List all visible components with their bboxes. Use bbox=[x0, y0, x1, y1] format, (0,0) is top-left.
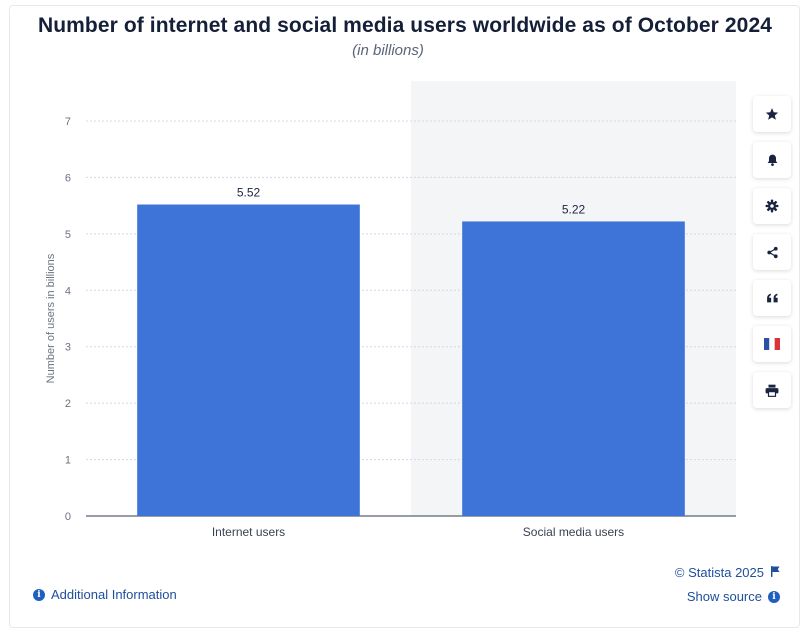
y-tick-label: 4 bbox=[65, 285, 71, 297]
y-tick-label: 0 bbox=[65, 511, 71, 523]
additional-information-link[interactable]: i Additional Information bbox=[33, 587, 177, 602]
bar-value-label: 5.52 bbox=[237, 186, 261, 200]
favorite-button[interactable] bbox=[753, 96, 791, 132]
additional-information-label: Additional Information bbox=[51, 587, 177, 602]
y-axis-title: Number of users in billions bbox=[45, 253, 57, 383]
notification-button[interactable] bbox=[753, 142, 791, 178]
chart-subtitle: (in billions) bbox=[352, 42, 424, 59]
report-flag-icon[interactable] bbox=[771, 565, 780, 580]
y-tick-label: 6 bbox=[65, 172, 71, 184]
print-button[interactable] bbox=[753, 372, 791, 408]
y-tick-label: 3 bbox=[65, 342, 71, 354]
y-tick-label: 7 bbox=[65, 116, 71, 128]
share-icon bbox=[766, 246, 778, 258]
x-category-label: Internet users bbox=[212, 525, 285, 539]
share-button[interactable] bbox=[753, 234, 791, 270]
cite-quote-icon bbox=[766, 293, 778, 303]
language-button[interactable] bbox=[753, 326, 791, 362]
show-source-label: Show source bbox=[686, 589, 762, 604]
y-tick-label: 1 bbox=[65, 455, 71, 467]
bar bbox=[462, 221, 685, 516]
y-tick-label: 2 bbox=[65, 398, 71, 410]
show-source-link[interactable]: Show source i bbox=[687, 589, 780, 604]
copyright-text: © Statista 2025 bbox=[674, 565, 764, 580]
print-icon bbox=[765, 384, 779, 397]
bar-value-label: 5.22 bbox=[562, 202, 586, 216]
info-icon: i bbox=[33, 588, 45, 601]
copyright-notice: © Statista 2025 bbox=[675, 565, 780, 580]
x-category-label: Social media users bbox=[523, 525, 624, 539]
y-tick-label: 5 bbox=[65, 229, 71, 241]
settings-button[interactable] bbox=[753, 188, 791, 224]
cite-button[interactable] bbox=[753, 280, 791, 316]
favorite-star-icon bbox=[765, 108, 779, 120]
source-info-icon: i bbox=[768, 590, 780, 603]
notification-bell-icon bbox=[767, 154, 777, 166]
settings-gear-icon bbox=[765, 199, 779, 213]
bar bbox=[137, 204, 360, 516]
chart-frame bbox=[9, 5, 800, 628]
chart-title: Number of internet and social media user… bbox=[37, 14, 773, 37]
french-flag-icon bbox=[764, 338, 780, 350]
chart-toolbar bbox=[753, 96, 791, 418]
